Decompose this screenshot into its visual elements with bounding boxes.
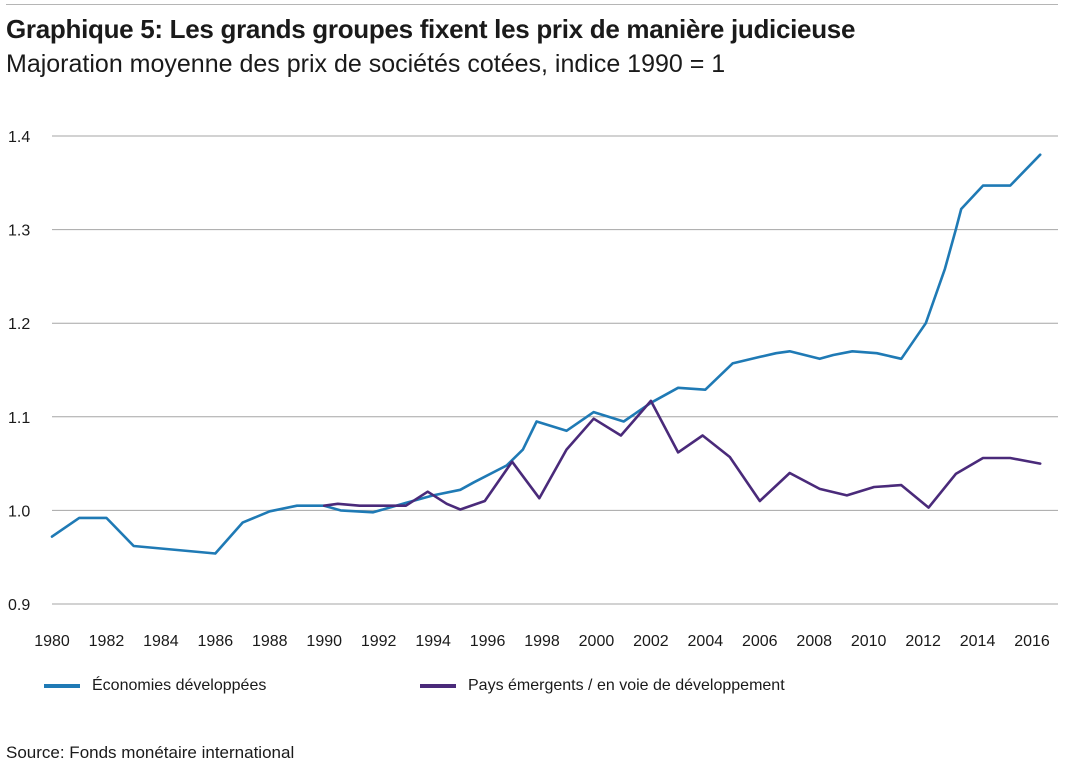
x-tick-label: 1984: [143, 633, 179, 650]
x-tick-label: 1992: [361, 633, 397, 650]
x-tick-label: 1996: [470, 633, 506, 650]
x-tick-label: 2000: [579, 633, 615, 650]
x-tick-label: 2016: [1014, 633, 1050, 650]
x-tick-label: 1988: [252, 633, 288, 650]
chart-title: Graphique 5: Les grands groupes fixent l…: [6, 14, 856, 44]
y-tick-label: 1.3: [8, 223, 30, 240]
legend-item-emerging: Pays émergents / en voie de développemen…: [420, 677, 785, 695]
x-tick-label: 2010: [851, 633, 887, 650]
line-chart: 0.91.01.11.21.31.4 1980 1982 1984 1986 1988 1…: [8, 129, 1058, 650]
legend-swatch-emerging: [420, 684, 456, 688]
x-tick-label: 1998: [524, 633, 560, 650]
y-tick-label: 1.4: [8, 129, 30, 146]
y-tick-label: 0.9: [8, 597, 30, 614]
y-tick-label: 1.2: [8, 316, 30, 333]
y-tick-label: 1.0: [8, 503, 30, 520]
x-tick-label: 2006: [742, 633, 778, 650]
x-tick-label: 2002: [633, 633, 669, 650]
top-rule: [6, 4, 1058, 5]
legend-label-developed: Économies développées: [92, 677, 267, 694]
x-tick-label: 1990: [306, 633, 342, 650]
x-tick-label: 1994: [415, 633, 451, 650]
x-tick-label: 2014: [960, 633, 996, 650]
chart-subtitle: Majoration moyenne des prix de sociétés …: [6, 50, 726, 78]
x-tick-label: 1980: [34, 633, 70, 650]
source-note: Source: Fonds monétaire international: [6, 743, 295, 762]
series-line-emerging: [322, 399, 1042, 511]
x-tick-label: 2008: [796, 633, 832, 650]
gridlines: [52, 135, 1058, 605]
x-tick-label: 1986: [198, 633, 234, 650]
y-axis-ticks: 0.9 1.0 1.1 1.2 1.3 1.4: [8, 129, 30, 614]
series-line-developed: [50, 153, 1042, 555]
x-tick-label: 2004: [688, 633, 724, 650]
legend-swatch-developed: [44, 684, 80, 688]
x-axis-ticks: 1980 1982 1984 1986 1988 1990 1992 1994 1996 1998…: [34, 633, 1050, 650]
legend-item-developed: Économies développées: [44, 677, 266, 695]
x-tick-label: 2012: [905, 633, 941, 650]
series-lines: [50, 153, 1042, 555]
x-tick-label: 1982: [89, 633, 125, 650]
legend-label-emerging: Pays émergents / en voie de développemen…: [468, 677, 785, 694]
y-tick-label: 1.1: [8, 410, 30, 427]
